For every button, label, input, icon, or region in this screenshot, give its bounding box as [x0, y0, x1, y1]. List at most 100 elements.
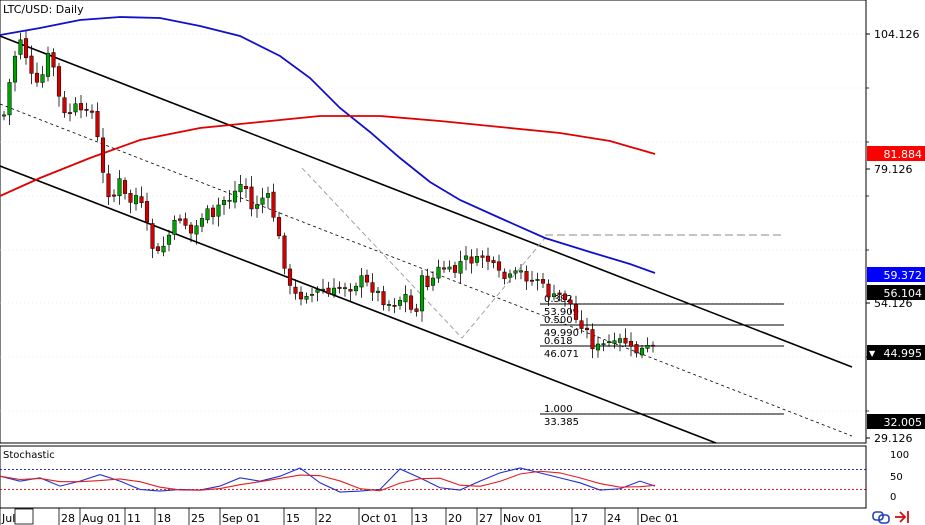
candle-body	[551, 293, 557, 298]
candle-body	[260, 197, 265, 205]
candle-body	[562, 293, 568, 300]
candle-body	[452, 265, 458, 273]
candle-body	[51, 52, 56, 68]
time-tick-label: Jul	[1, 512, 15, 525]
candle-body	[601, 343, 606, 346]
candle-body	[370, 282, 375, 293]
stoch-k-line	[0, 467, 656, 493]
candle-body	[133, 195, 139, 205]
candle-body	[29, 55, 34, 74]
price-badge-label: 81.884	[884, 148, 923, 161]
candle-body	[40, 74, 45, 83]
chart-title: LTC/USD: Daily	[3, 3, 84, 16]
candle-body	[177, 218, 183, 221]
candle-body	[573, 304, 579, 320]
candle-body	[122, 180, 128, 194]
candle-body	[84, 109, 89, 111]
candle-body	[419, 275, 425, 312]
candle-body	[485, 255, 491, 262]
fib-price-label: 33.385	[544, 417, 579, 428]
sma50-line	[0, 16, 656, 274]
time-axis: Jul 28 Aug 01 11 18 25 Sep 01 15 22 Oct 01 13 20 27 N…	[0, 507, 866, 525]
candle-body	[161, 245, 166, 253]
candle-body	[166, 234, 172, 245]
price-badge-level32	[867, 414, 925, 429]
candle-body	[436, 266, 441, 279]
price-tick-label: 104.126	[874, 28, 920, 41]
link-icon[interactable]	[872, 511, 890, 524]
fib-ratio-label: 0.618	[544, 336, 573, 347]
candle-body	[23, 38, 29, 59]
candle-body	[518, 270, 524, 273]
candle-body	[441, 267, 447, 270]
price-badge-marker: ▼	[869, 349, 876, 358]
candle-body	[221, 200, 227, 205]
price-badge-level56	[867, 285, 925, 300]
candle-body	[331, 287, 337, 295]
candle-body	[469, 256, 474, 264]
candle-body	[111, 194, 117, 197]
time-tick-label: Sep 01	[222, 512, 260, 525]
candle-body	[315, 289, 320, 293]
candle-body	[232, 190, 238, 203]
candle-body	[276, 217, 282, 237]
time-tick-label: Nov 01	[503, 512, 542, 525]
candle-body	[529, 279, 535, 282]
time-tick-label: 15	[286, 512, 300, 525]
time-tick-label: 25	[191, 512, 205, 525]
time-tick-label: 27	[479, 512, 493, 525]
candle-body	[216, 204, 221, 217]
candle-body	[463, 255, 469, 260]
candle-body	[304, 295, 309, 300]
grid	[0, 33, 866, 412]
price-badge-last	[867, 345, 925, 360]
candle-body	[12, 55, 18, 83]
stoch-tick-label: 100	[890, 450, 909, 461]
candle-body	[95, 111, 100, 138]
candle-body	[403, 294, 408, 303]
candle-body	[474, 256, 480, 263]
price-badge-label: 59.372	[884, 269, 923, 282]
candle-body	[199, 218, 205, 227]
candle-body	[254, 204, 260, 209]
candle-body	[155, 246, 161, 251]
candle-body	[381, 291, 386, 306]
time-tick-label: 13	[414, 512, 428, 525]
candle-body	[584, 327, 590, 331]
candle-body	[243, 186, 249, 189]
candle-body	[535, 279, 540, 281]
candle-body	[265, 193, 271, 198]
candle-body	[89, 110, 95, 113]
candle-body	[227, 199, 232, 202]
stoch-d-line	[0, 470, 656, 492]
price-tick-label: 79.126	[874, 163, 913, 176]
candle-body	[386, 304, 392, 306]
stochastic-indicator: 100 50 0	[0, 446, 909, 508]
candle-body	[645, 345, 650, 349]
candle-body	[414, 308, 419, 312]
candle-body	[650, 344, 656, 347]
candles	[1, 31, 656, 359]
candle-body	[7, 82, 12, 116]
price-tick-label: 29.126	[874, 432, 913, 445]
title-bg	[1, 1, 83, 17]
candle-body	[249, 186, 254, 210]
candle-body	[342, 287, 348, 289]
time-tick-label: Dec 01	[640, 512, 679, 525]
shift-end-icon[interactable]	[895, 511, 909, 523]
candle-body	[557, 292, 562, 295]
time-tick-label: 24	[607, 512, 621, 525]
candle-body	[117, 178, 122, 197]
candle-body	[480, 255, 485, 258]
candle-body	[238, 184, 243, 193]
candle-body	[491, 260, 496, 263]
candle-body	[309, 294, 315, 296]
main-chart-area	[0, 0, 867, 444]
time-tick-label: Oct 01	[361, 512, 398, 525]
candle-body	[617, 338, 623, 343]
stochastic-area	[0, 445, 867, 509]
candle-body	[62, 97, 67, 114]
candle-body	[496, 261, 502, 271]
fib-price-label: 46.071	[544, 349, 579, 360]
